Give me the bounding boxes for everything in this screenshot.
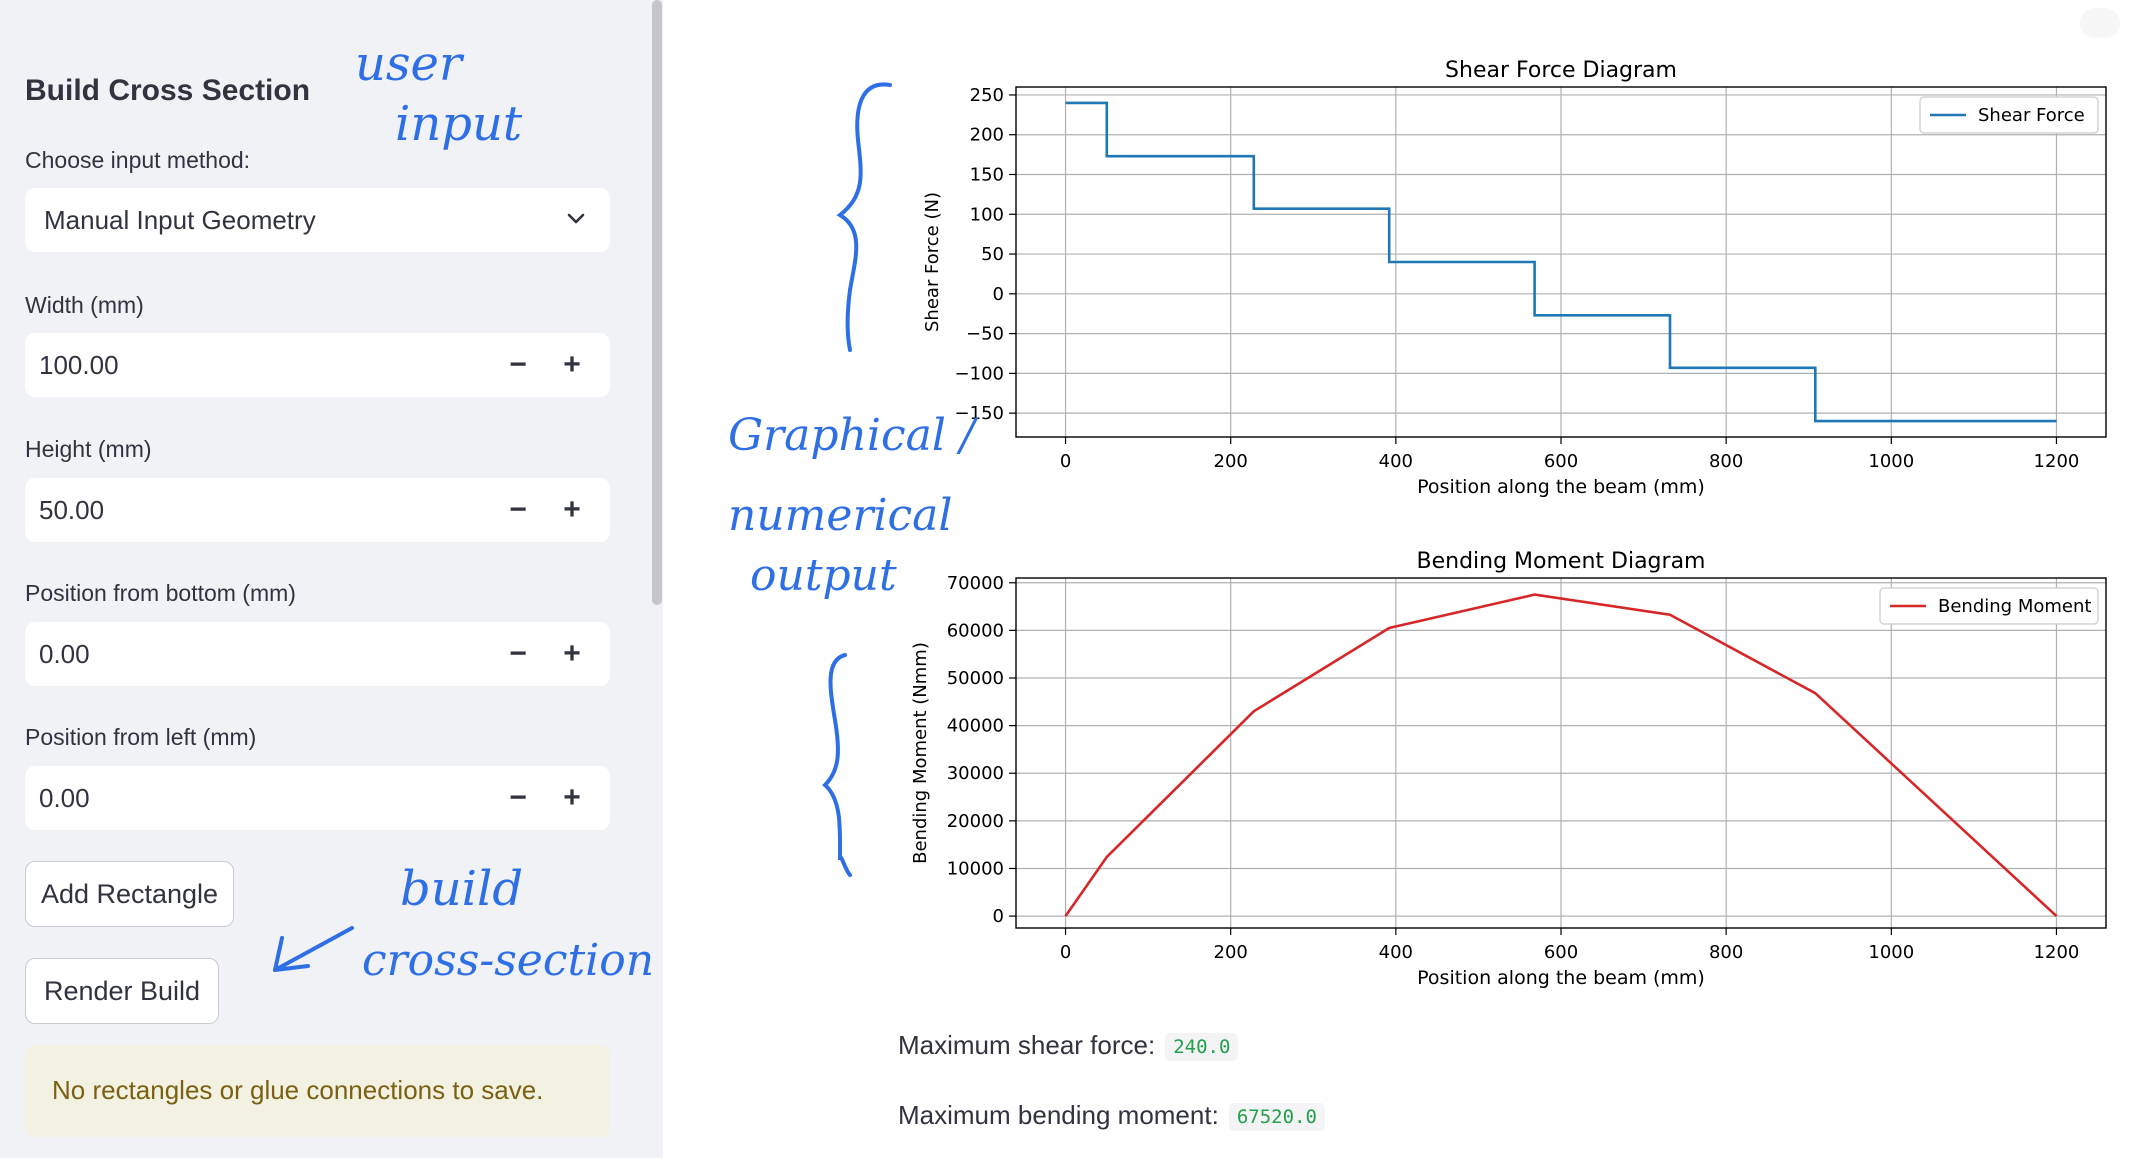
warning-alert: No rectangles or glue connections to sav… (25, 1045, 610, 1137)
moment-xtick-label: 1000 (1868, 942, 1914, 963)
moment-xtick-label: 1200 (2034, 942, 2080, 963)
position-left-input[interactable]: 0.00 − + (25, 766, 610, 830)
shear-y-axis-label: Shear Force (N) (922, 192, 943, 332)
shear-ytick-label: 200 (970, 125, 1004, 146)
shear-ytick-label: 100 (970, 204, 1004, 225)
max-moment-value: 67520.0 (1228, 1103, 1325, 1132)
max-shear-value: 240.0 (1165, 1033, 1239, 1062)
shear-xtick-label: 0 (1060, 451, 1071, 472)
charts-area: 0 200 400 600 800 1000 1200 −150 −100 −50 0 50 100 15… (910, 58, 2107, 989)
input-method-select[interactable]: Manual Input Geometry (25, 188, 610, 252)
render-build-button[interactable]: Render Build (25, 958, 219, 1024)
input-method-label: Choose input method: (25, 147, 251, 173)
position-left-value: 0.00 (39, 783, 90, 813)
position-bottom-decrement-button[interactable]: − (509, 637, 527, 670)
shear-xtick-label: 200 (1214, 451, 1248, 472)
max-shear-metric: Maximum shear force: 240.0 (898, 1030, 1239, 1062)
main-content: 0 200 400 600 800 1000 1200 −150 −100 −50 0 50 100 15… (663, 0, 2140, 1158)
moment-ytick-label: 50000 (947, 668, 1004, 689)
sidebar: Build Cross Section Choose input method:… (0, 0, 663, 1158)
shear-xtick-label: 1200 (2034, 451, 2080, 472)
shear-legend-box (1919, 96, 2099, 134)
moment-xtick-label: 600 (1544, 942, 1578, 963)
position-bottom-label: Position from bottom (mm) (25, 580, 296, 606)
sidebar-title: Build Cross Section (25, 74, 311, 107)
height-decrement-button[interactable]: − (509, 493, 527, 526)
moment-ytick-label: 30000 (947, 763, 1004, 784)
shear-ytick-label: −100 (955, 363, 1004, 384)
shear-x-axis-label: Position along the beam (mm) (1417, 476, 1705, 498)
moment-legend-box (1879, 587, 2099, 625)
shear-ytick-label: 150 (970, 165, 1004, 186)
height-input[interactable]: 50.00 − + (25, 478, 610, 542)
moment-ytick-label: 20000 (947, 811, 1004, 832)
moment-y-axis-label: Bending Moment (Nmm) (910, 642, 931, 864)
position-left-label: Position from left (mm) (25, 724, 257, 750)
shear-ytick-label: 50 (981, 244, 1004, 265)
moment-ytick-label: 60000 (947, 620, 1004, 641)
moment-legend-label: Bending Moment (1938, 596, 2091, 617)
width-label: Width (mm) (25, 292, 144, 318)
moment-series-line (1064, 593, 2058, 918)
max-moment-metric: Maximum bending moment: 67520.0 (898, 1100, 1325, 1132)
height-label: Height (mm) (25, 436, 152, 462)
max-shear-label: Maximum shear force: (898, 1030, 1156, 1060)
shear-ytick-label: −50 (966, 324, 1004, 345)
moment-ytick-label: 40000 (947, 716, 1004, 737)
shear-ytick-label: 0 (993, 284, 1004, 305)
moment-ytick-label: 0 (993, 906, 1004, 927)
moment-xtick-label: 800 (1709, 942, 1743, 963)
shear-plot-frame (1015, 86, 2107, 438)
shear-ytick-label: −150 (955, 403, 1004, 424)
position-bottom-value: 0.00 (39, 639, 90, 669)
height-value: 50.00 (39, 495, 105, 525)
shear-chart-title: Shear Force Diagram (1445, 58, 1677, 83)
sidebar-scrollbar[interactable] (652, 0, 662, 605)
moment-x-axis-label: Position along the beam (mm) (1417, 967, 1705, 989)
width-value: 100.00 (39, 350, 119, 380)
width-input[interactable]: 100.00 − + (25, 333, 610, 397)
toolbar-pill[interactable] (2080, 8, 2120, 38)
moment-xtick-label: 200 (1214, 942, 1248, 963)
position-bottom-increment-button[interactable]: + (563, 637, 581, 670)
max-moment-label: Maximum bending moment: (898, 1100, 1219, 1130)
shear-xtick-label: 1000 (1868, 451, 1914, 472)
width-decrement-button[interactable]: − (509, 348, 527, 381)
moment-ytick-label: 70000 (947, 573, 1004, 594)
moment-plot-frame (1015, 577, 2107, 929)
shear-xtick-label: 800 (1709, 451, 1743, 472)
width-increment-button[interactable]: + (563, 348, 581, 381)
shear-series-line (1065, 101, 2057, 423)
moment-chart-title: Bending Moment Diagram (1417, 549, 1706, 574)
moment-xtick-label: 0 (1060, 942, 1071, 963)
shear-xtick-label: 600 (1544, 451, 1578, 472)
chevron-down-icon (567, 213, 585, 224)
shear-xtick-label: 400 (1379, 451, 1413, 472)
position-left-decrement-button[interactable]: − (509, 781, 527, 814)
position-left-increment-button[interactable]: + (563, 781, 581, 814)
position-bottom-input[interactable]: 0.00 − + (25, 622, 610, 686)
moment-xtick-label: 400 (1379, 942, 1413, 963)
warning-text: No rectangles or glue connections to sav… (52, 1075, 544, 1105)
input-method-value: Manual Input Geometry (44, 205, 316, 235)
add-rectangle-button[interactable]: Add Rectangle (25, 861, 234, 927)
shear-ytick-label: 250 (970, 85, 1004, 106)
moment-ytick-label: 10000 (947, 858, 1004, 879)
shear-legend-label: Shear Force (1978, 105, 2085, 126)
height-increment-button[interactable]: + (563, 493, 581, 526)
